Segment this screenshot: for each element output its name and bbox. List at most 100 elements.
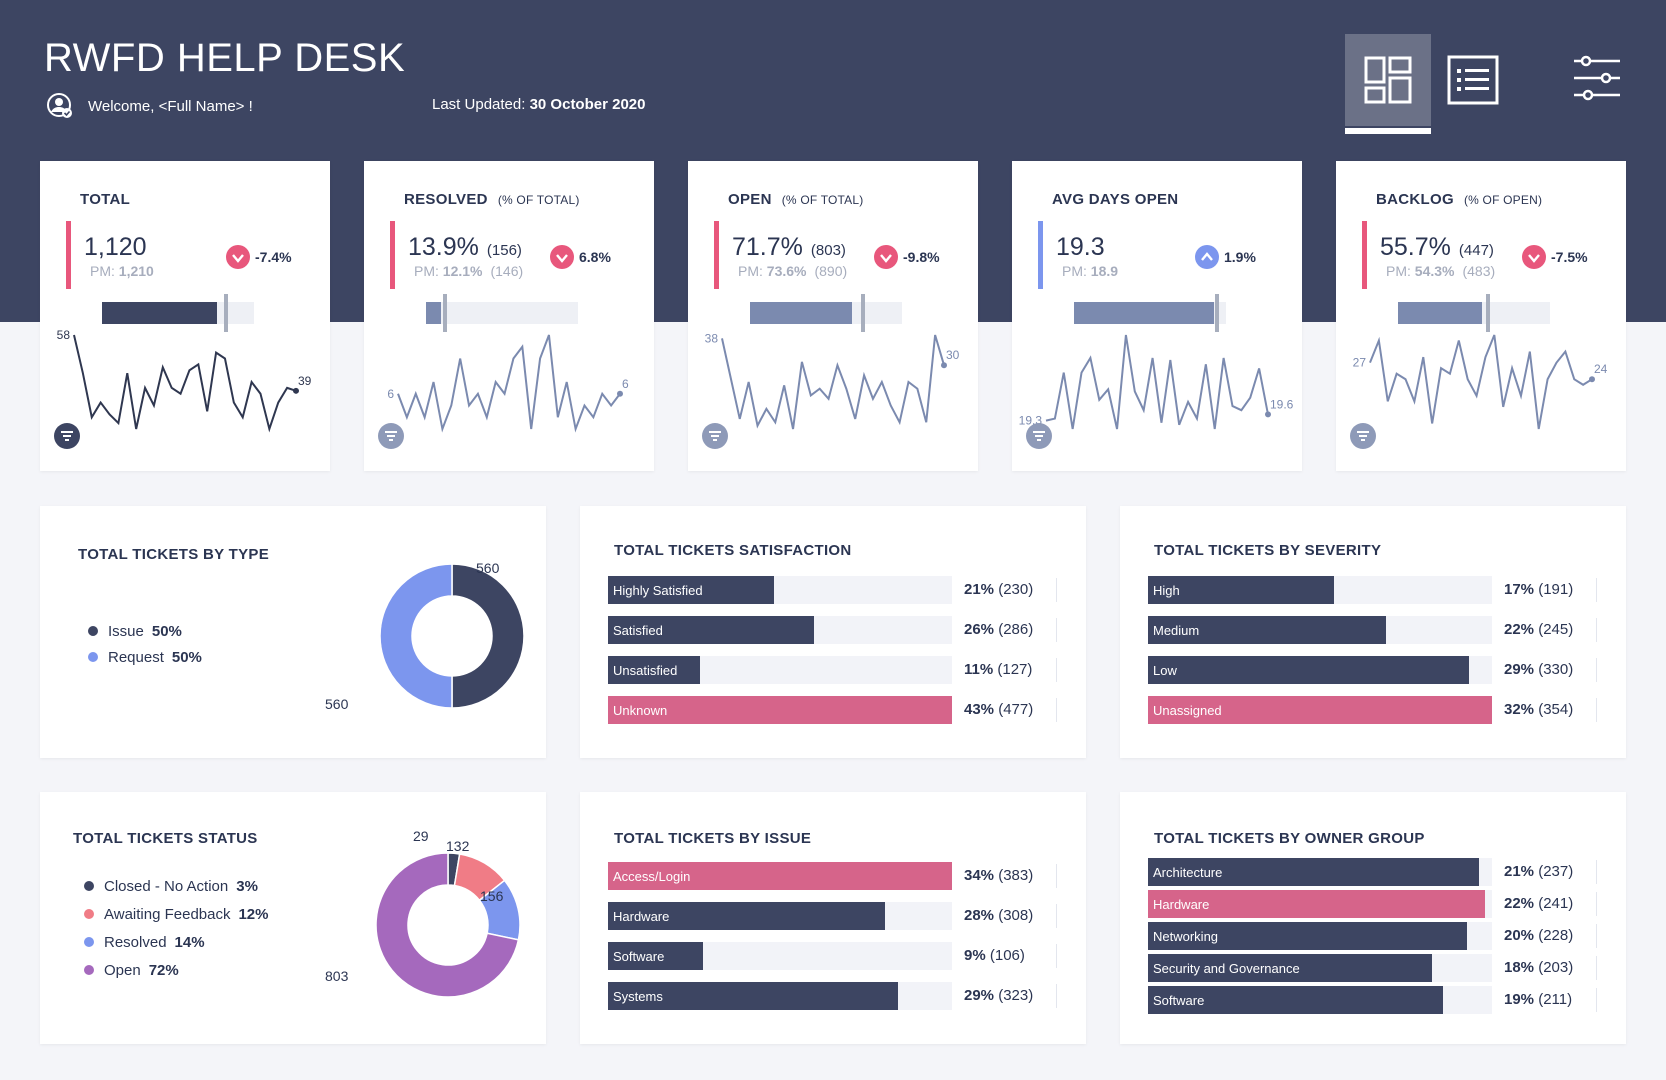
legend-item[interactable]: Resolved 14% <box>84 928 269 956</box>
kpi-card-open: OPEN (% OF TOTAL) 71.7% (803) PM: 73.6% (890)… <box>688 161 978 471</box>
bar-label: Hardware <box>613 909 670 924</box>
kpi-filter-button[interactable] <box>54 423 80 449</box>
legend-item[interactable]: Awaiting Feedback 12% <box>84 900 269 928</box>
dashboard-view-button[interactable] <box>1345 34 1431 134</box>
bar-count: (330) <box>1538 661 1574 678</box>
bar-fill <box>1148 986 1444 1014</box>
bar-percent: 43% <box>964 701 995 718</box>
bar-row[interactable]: Unassigned <box>1148 696 1492 724</box>
kpi-pm-value: 54.3% <box>1414 263 1455 279</box>
legend-item[interactable]: Issue 50% <box>88 618 202 644</box>
bar-value: 20% (228) <box>1504 927 1573 944</box>
arrow-down-icon <box>550 245 574 269</box>
bar-row[interactable]: Unknown <box>608 696 952 724</box>
legend-swatch <box>84 937 94 947</box>
bar-row[interactable]: Systems <box>608 982 952 1010</box>
bar-value: 17% (191) <box>1504 581 1573 598</box>
list-view-icon <box>1447 55 1499 105</box>
kpi-filter-button[interactable] <box>378 423 404 449</box>
bar-row[interactable]: Medium <box>1148 616 1492 644</box>
welcome-text: Welcome, <Full Name> ! <box>88 97 253 115</box>
kpi-sparkline: 58 39 <box>57 329 312 433</box>
list-view-button[interactable] <box>1430 34 1516 126</box>
kpi-accent-bar <box>390 221 395 289</box>
legend-item[interactable]: Open 72% <box>84 956 269 984</box>
row-divider <box>1596 618 1597 642</box>
sparkline-end-point <box>293 387 299 394</box>
kpi-filter-button[interactable] <box>702 423 728 449</box>
bar-row[interactable]: Access/Login <box>608 862 952 890</box>
kpi-filter-button[interactable] <box>1026 423 1052 449</box>
row-divider <box>1596 956 1597 980</box>
kpi-card-backlog: BACKLOG (% OF OPEN) 55.7% (447) PM: 54.3% (48… <box>1336 161 1626 471</box>
bar-row[interactable]: Architecture <box>1148 858 1492 886</box>
kpi-pm-label: PM: <box>1386 263 1411 279</box>
sparkline-end-label: 39 <box>298 374 312 388</box>
bar-percent: 18% <box>1504 959 1535 976</box>
kpi-pm-count: (483) <box>1462 263 1496 279</box>
bar-row[interactable]: Unsatisfied <box>608 656 952 684</box>
kpi-title: TOTAL <box>80 191 130 208</box>
bar-fill <box>608 982 899 1010</box>
kpi-previous-month: PM: 73.6% (890) <box>738 263 847 279</box>
kpi-previous-month: PM: 18.9 <box>1062 263 1118 279</box>
kpi-delta: 6.8% <box>550 245 611 269</box>
legend-item[interactable]: Closed - No Action 3% <box>84 872 269 900</box>
kpi-progress-fill <box>750 302 852 324</box>
kpi-card-resolved: RESOLVED (% OF TOTAL) 13.9% (156) PM: 12.1% (… <box>364 161 654 471</box>
bar-row[interactable]: Highly Satisfied <box>608 576 952 604</box>
bar-row[interactable]: Hardware <box>608 902 952 930</box>
kpi-delta: 1.9% <box>1195 245 1256 269</box>
legend-label: Open <box>104 961 141 979</box>
donut-slice[interactable] <box>375 852 520 998</box>
kpi-count: (447) <box>1458 242 1494 259</box>
bar-row[interactable]: Hardware <box>1148 890 1492 918</box>
bar-fill <box>608 902 885 930</box>
bar-row[interactable]: Networking <box>1148 922 1492 950</box>
bar-label: Software <box>613 949 665 964</box>
bar-value: 29% (323) <box>964 987 1033 1004</box>
kpi-filter-button[interactable] <box>1350 423 1376 449</box>
panel-satisfaction: TOTAL TICKETS SATISFACTION Highly Satisf… <box>580 506 1086 758</box>
bar-value: 29% (330) <box>1504 661 1573 678</box>
sliders-icon <box>1574 55 1620 101</box>
kpi-delta-value: 1.9% <box>1224 249 1256 265</box>
bar-row[interactable]: Low <box>1148 656 1492 684</box>
sparkline-end-label: 30 <box>946 348 960 362</box>
bar-label: Hardware <box>1153 897 1210 912</box>
bar-fill <box>1148 656 1469 684</box>
bar-value: 28% (308) <box>964 907 1033 924</box>
kpi-count: (156) <box>486 242 522 259</box>
bar-percent: 21% <box>964 581 995 598</box>
filter-icon <box>1033 431 1045 441</box>
panel-tickets-by-type: TOTAL TICKETS BY TYPE Issue 50% Request 50%… <box>40 506 546 758</box>
sparkline-start-label: 6 <box>387 387 394 401</box>
bar-row[interactable]: Security and Governance <box>1148 954 1492 982</box>
kpi-progress-fill <box>1398 302 1482 324</box>
kpi-title-text: AVG DAYS OPEN <box>1052 191 1179 208</box>
sparkline-start-label: 38 <box>705 331 719 345</box>
bar-count: (354) <box>1538 701 1574 718</box>
bar-value: 22% (245) <box>1504 621 1573 638</box>
bar-count: (323) <box>998 987 1034 1004</box>
legend-swatch <box>88 626 98 636</box>
filters-button[interactable] <box>1572 52 1622 104</box>
bar-row[interactable]: Software <box>608 942 952 970</box>
bar-value: 19% (211) <box>1504 991 1572 1008</box>
sparkline-end-point <box>617 390 623 397</box>
kpi-title: RESOLVED (% OF TOTAL) <box>404 191 580 208</box>
panel-title: TOTAL TICKETS BY OWNER GROUP <box>1154 830 1425 847</box>
bar-label: Networking <box>1153 929 1219 944</box>
sparkline-end-point <box>941 362 947 369</box>
kpi-sparkline: 38 30 <box>705 331 960 430</box>
bar-count: (127) <box>997 661 1033 678</box>
donut-slice[interactable] <box>451 563 525 709</box>
kpi-sparkline: 27 24 <box>1353 334 1608 430</box>
bar-row[interactable]: High <box>1148 576 1492 604</box>
bar-row[interactable]: Satisfied <box>608 616 952 644</box>
donut-slice[interactable] <box>379 563 453 709</box>
bar-value: 9% (106) <box>964 947 1025 964</box>
bar-label: Systems <box>613 989 663 1004</box>
bar-row[interactable]: Software <box>1148 986 1492 1014</box>
legend-item[interactable]: Request 50% <box>88 644 202 670</box>
